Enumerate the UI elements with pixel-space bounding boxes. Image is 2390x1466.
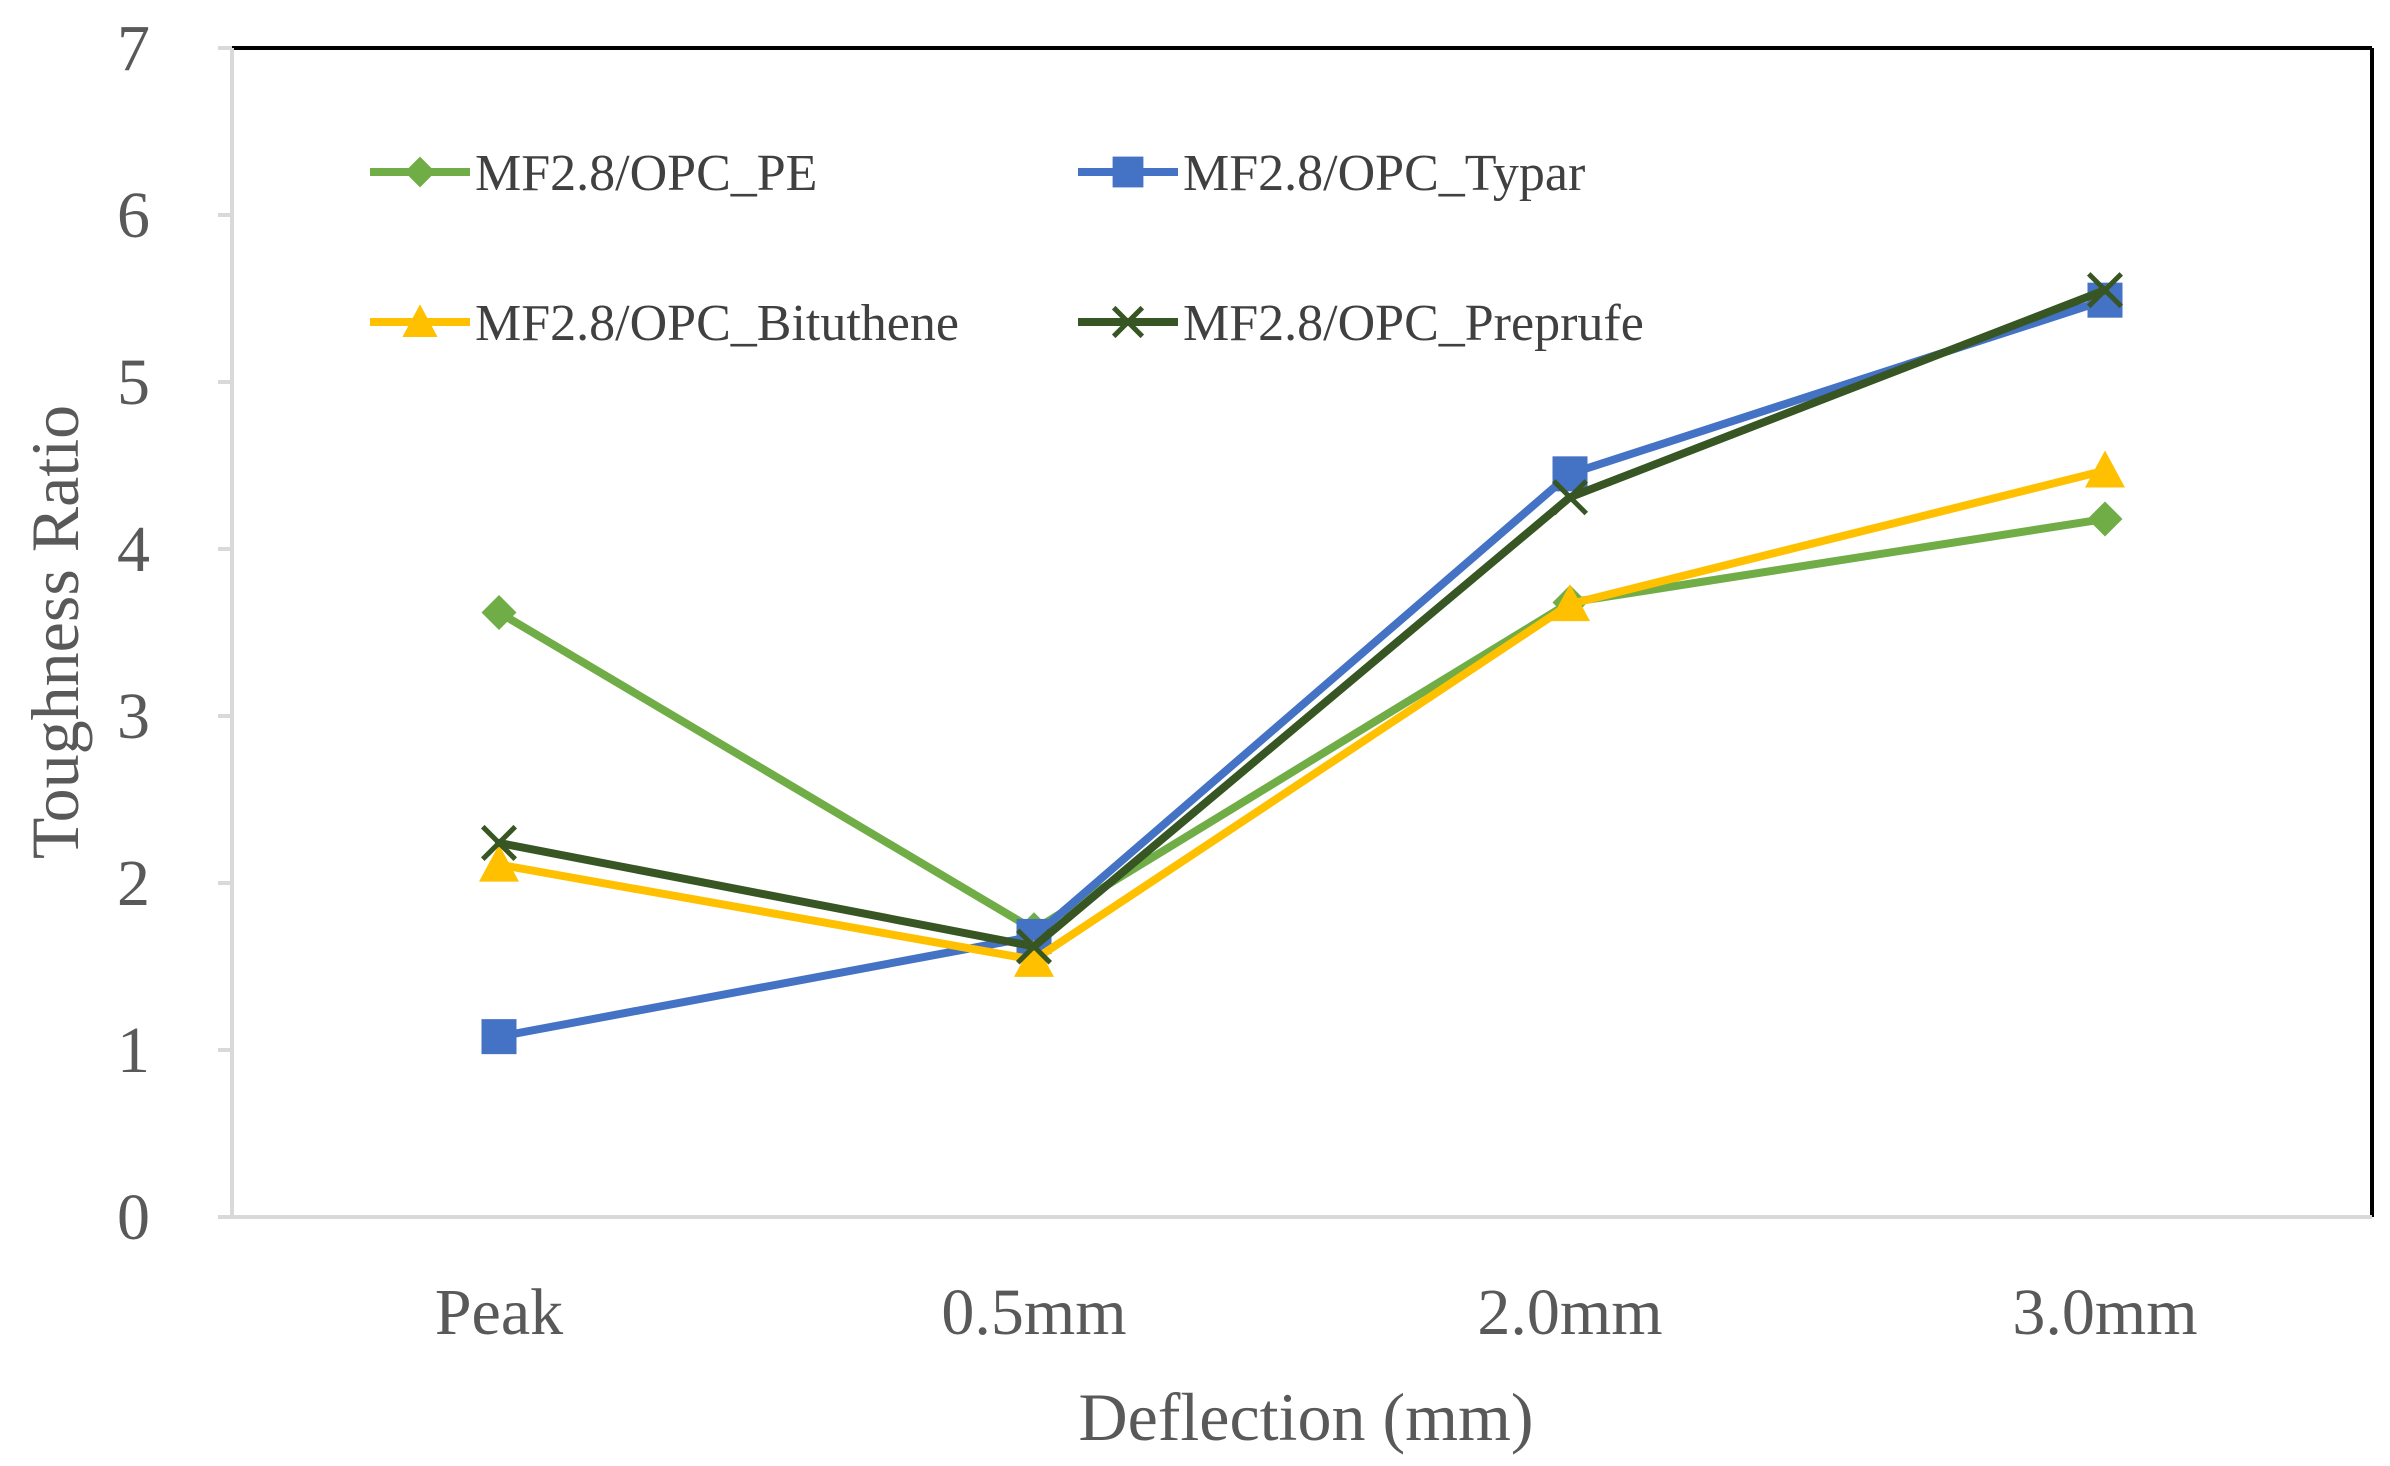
legend-label: MF2.8/OPC_Bituthene — [475, 295, 959, 352]
marker-stroke — [1551, 479, 1589, 516]
legend-item-1: MF2.8/OPC_PE — [370, 145, 817, 202]
legend-label: MF2.8/OPC_Preprufe — [1183, 295, 1644, 352]
data-point — [2085, 450, 2125, 488]
legend-item-3: MF2.8/OPC_Bituthene — [370, 295, 959, 352]
x-tick-label: Peak — [435, 1276, 563, 1349]
y-axis-title: Toughness Ratio — [17, 405, 93, 859]
legend-swatch-marker — [1111, 305, 1145, 339]
y-tick-label: 2 — [117, 847, 150, 920]
legend-label: MF2.8/OPC_Typar — [1183, 145, 1585, 202]
marker-stroke — [2086, 272, 2124, 309]
y-axis: 0 1 2 3 4 5 6 7 — [117, 12, 232, 1254]
y-tick-label: 0 — [117, 1181, 150, 1254]
data-point — [2087, 501, 2123, 537]
series-4 — [480, 272, 2124, 965]
legend-item-2: MF2.8/OPC_Typar — [1078, 145, 1585, 202]
data-point — [1015, 928, 1053, 965]
series-group — [479, 272, 2125, 1055]
marker-stroke — [1111, 305, 1145, 339]
y-tick-label: 5 — [117, 346, 150, 419]
marker-stroke — [480, 824, 518, 861]
y-tick-label: 7 — [117, 12, 150, 85]
series-line — [495, 514, 2109, 934]
x-axis: Peak 0.5mm 2.0mm 3.0mm — [435, 1276, 2198, 1349]
series-line — [495, 296, 2109, 1041]
y-tick-label: 6 — [117, 179, 150, 252]
legend-label: MF2.8/OPC_PE — [475, 145, 817, 202]
data-point — [2086, 272, 2124, 309]
series-3 — [479, 450, 2125, 977]
legend-swatch-marker — [1112, 156, 1144, 188]
x-tick-label: 0.5mm — [941, 1276, 1126, 1349]
legend-swatch-marker — [402, 304, 438, 337]
legend-item-4: MF2.8/OPC_Preprufe — [1078, 295, 1644, 352]
data-point — [481, 1019, 517, 1055]
data-point — [481, 594, 517, 630]
x-axis-title: Deflection (mm) — [1078, 1379, 1533, 1455]
legend: MF2.8/OPC_PE MF2.8/OPC_Typar MF2.8/OPC_Bit… — [370, 145, 1644, 352]
data-point — [479, 844, 519, 882]
data-point — [1014, 939, 1054, 977]
x-tick-label: 3.0mm — [2012, 1276, 2197, 1349]
series-line — [495, 286, 2109, 951]
data-point — [480, 824, 518, 861]
series-line — [495, 466, 2109, 964]
marker-stroke — [1015, 928, 1053, 965]
y-tick-label: 3 — [117, 680, 150, 753]
y-tick-label: 1 — [117, 1014, 150, 1087]
data-point — [1550, 584, 1590, 622]
x-tick-label: 2.0mm — [1477, 1276, 1662, 1349]
legend-swatch-marker — [404, 156, 436, 188]
data-point — [1551, 479, 1589, 516]
plot-frame — [230, 46, 2374, 1219]
y-tick-label: 4 — [117, 513, 150, 586]
